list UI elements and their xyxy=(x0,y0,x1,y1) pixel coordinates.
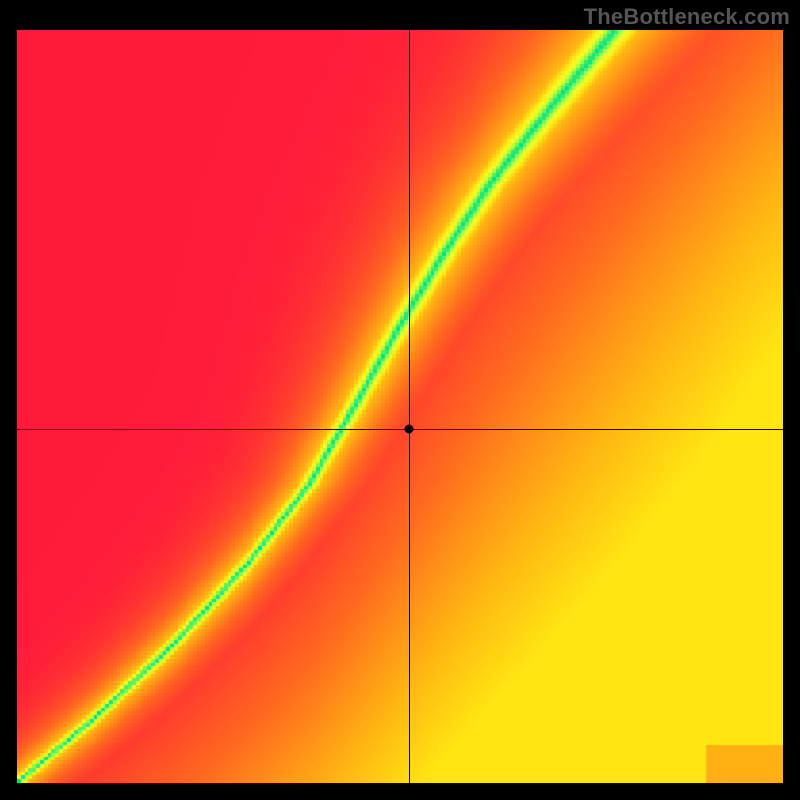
heatmap-canvas xyxy=(17,30,783,783)
figure-container: TheBottleneck.com xyxy=(0,0,800,800)
crosshair-horizontal xyxy=(17,429,783,430)
plot-area xyxy=(17,30,783,783)
marker-dot xyxy=(405,425,414,434)
crosshair-vertical xyxy=(409,30,410,783)
watermark-text: TheBottleneck.com xyxy=(584,4,790,30)
